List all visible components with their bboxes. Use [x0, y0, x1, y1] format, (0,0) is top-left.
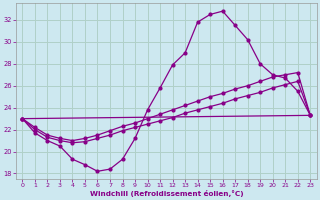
X-axis label: Windchill (Refroidissement éolien,°C): Windchill (Refroidissement éolien,°C) [90, 190, 243, 197]
